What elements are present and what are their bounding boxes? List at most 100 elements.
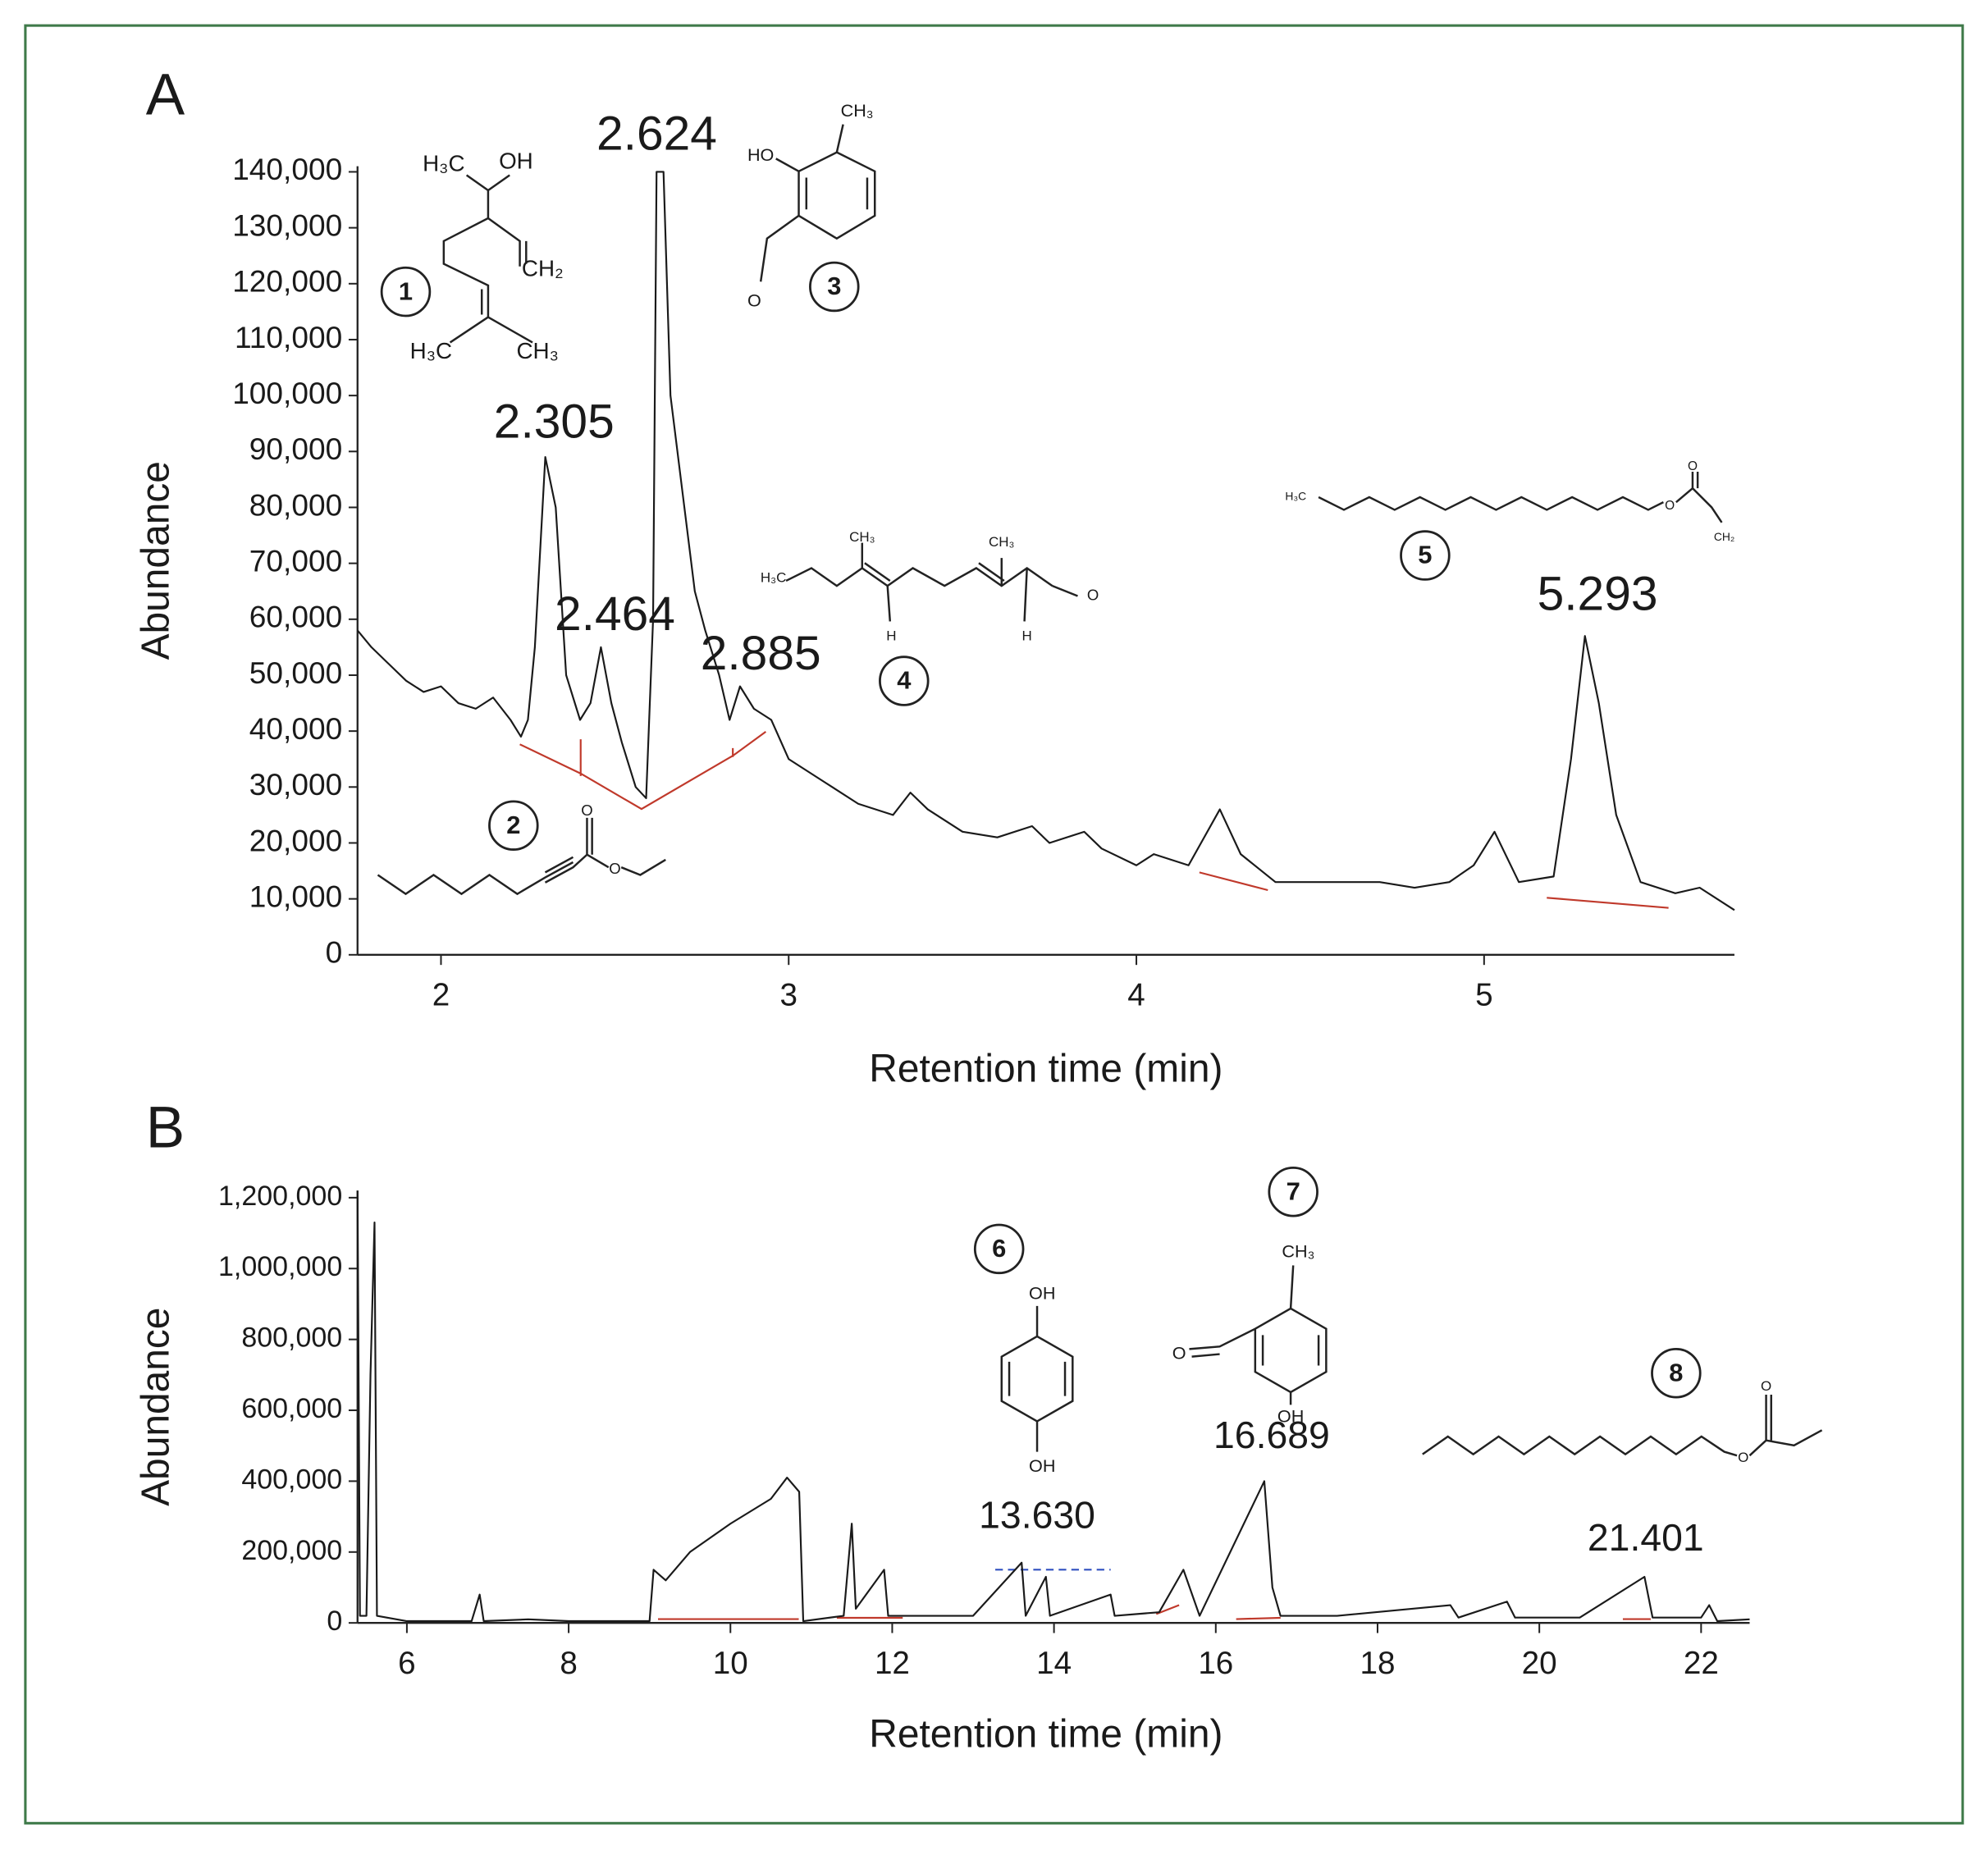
atom-label: OH: [1277, 1406, 1304, 1427]
panel-label: A: [146, 62, 185, 127]
peak-label: 5.293: [1538, 567, 1658, 620]
atom-label: H: [886, 628, 896, 643]
y-tick-label: 130,000: [232, 208, 342, 242]
y-tick-label: 400,000: [241, 1464, 342, 1495]
x-tick-label: 2: [432, 978, 450, 1013]
x-tick-label: 14: [1036, 1646, 1072, 1681]
x-tick-label: 6: [398, 1646, 415, 1681]
compound-number: 7: [1286, 1176, 1300, 1205]
atom-label: CH₂: [522, 256, 564, 281]
y-axis-title: Abundance: [135, 1308, 178, 1506]
atom-label: O: [1761, 1378, 1771, 1394]
y-tick-label: 1,000,000: [218, 1251, 342, 1282]
atom-label: O: [581, 802, 592, 819]
y-tick-label: 600,000: [241, 1393, 342, 1424]
chromatogram-trace: [356, 171, 1735, 911]
atom-label: H: [1022, 628, 1032, 643]
atom-label: CH₂: [1714, 530, 1734, 543]
compound-number: 6: [992, 1234, 1006, 1263]
y-tick-label: 70,000: [249, 543, 342, 578]
x-axis-title: Retention time (min): [869, 1713, 1223, 1756]
y-tick-label: 140,000: [232, 152, 342, 186]
x-tick-label: 12: [875, 1646, 910, 1681]
peak-label: 13.630: [979, 1493, 1095, 1536]
x-tick-label: 5: [1475, 978, 1492, 1013]
y-tick-label: 200,000: [241, 1535, 342, 1566]
y-tick-label: 30,000: [249, 767, 342, 802]
atom-label: H₃C: [761, 569, 786, 585]
y-tick-label: 90,000: [249, 432, 342, 466]
y-tick-label: 0: [326, 935, 343, 970]
y-tick-label: 20,000: [249, 823, 342, 857]
y-tick-label: 10,000: [249, 879, 342, 913]
x-tick-label: 16: [1198, 1646, 1233, 1681]
structure-drawings: [377, 124, 1823, 1457]
atom-label: O: [1665, 499, 1675, 513]
y-tick-label: 110,000: [235, 320, 342, 354]
y-tick-label: 120,000: [232, 264, 342, 299]
atom-label: H₃C: [1285, 490, 1306, 503]
atom-label: CH₃: [841, 100, 874, 121]
atom-label: O: [1738, 1450, 1748, 1465]
panel-label: B: [146, 1096, 185, 1161]
atom-label: CH₃: [849, 529, 875, 545]
compound-circle: [1651, 1348, 1702, 1399]
x-tick-label: 10: [713, 1646, 748, 1681]
y-tick-label: 0: [327, 1606, 342, 1637]
atom-label: CH₃: [989, 534, 1014, 550]
peak-label: 2.885: [701, 627, 821, 680]
x-tick-label: 4: [1127, 978, 1145, 1013]
peak-label: 2.624: [596, 107, 717, 161]
y-tick-label: 100,000: [232, 376, 342, 410]
compound-number: 4: [897, 666, 912, 695]
atom-label: OH: [1029, 1283, 1055, 1304]
y-tick-label: 60,000: [249, 600, 342, 634]
chart-panel: 0 200,000 400,000 600,000 800,000 1,000,000 1,…: [135, 1167, 1771, 1756]
atom-label: O: [1172, 1342, 1186, 1363]
atom-label: OH: [1029, 1455, 1055, 1476]
x-tick-label: 18: [1360, 1646, 1395, 1681]
frame: [24, 24, 1964, 1825]
atom-label: H₃C: [410, 338, 452, 363]
atom-label: O: [1688, 459, 1698, 473]
compound-circle: [1400, 530, 1451, 581]
y-tick-label: 40,000: [249, 711, 342, 746]
compound-number: 5: [1418, 541, 1432, 569]
x-tick-label: 22: [1684, 1646, 1719, 1681]
compound-number: 1: [399, 276, 413, 305]
y-tick-label: 80,000: [249, 487, 342, 522]
y-tick-label: 800,000: [241, 1322, 342, 1354]
compound-circle: [488, 800, 539, 851]
atom-label: O: [747, 290, 761, 311]
x-tick-label: 3: [780, 978, 797, 1013]
compound-circle: [1268, 1167, 1318, 1217]
atom-label: H₃C: [423, 150, 464, 176]
compound-number: 8: [1669, 1358, 1683, 1386]
peak-label: 2.464: [555, 587, 675, 641]
atom-label: O: [1087, 586, 1099, 603]
chart-panel: 0 10,000 20,000 30,000 40,000 50,000 60,000 70,…: [135, 100, 1735, 1090]
peak-label: 21.401: [1588, 1516, 1704, 1559]
compound-number: 2: [506, 811, 520, 839]
atom-label: CH₃: [516, 338, 558, 363]
x-tick-label: 8: [560, 1646, 577, 1681]
atom-label: CH₃: [1282, 1241, 1314, 1262]
x-axis-title: Retention time (min): [869, 1047, 1223, 1090]
compound-circle: [809, 261, 860, 313]
atom-label: HO: [747, 144, 774, 165]
peak-label: 16.689: [1213, 1414, 1330, 1456]
peak-label: 2.305: [494, 395, 615, 448]
compound-circle: [973, 1223, 1025, 1275]
atom-label: OH: [499, 148, 533, 173]
y-tick-label: 1,200,000: [218, 1181, 342, 1212]
chromatogram-trace: [356, 1190, 1750, 1623]
atom-label: O: [609, 860, 620, 877]
x-tick-label: 20: [1522, 1646, 1557, 1681]
compound-circle: [879, 655, 930, 706]
compound-circle: [380, 266, 432, 317]
y-tick-label: 50,000: [249, 655, 342, 690]
y-axis-title: Abundance: [135, 461, 178, 660]
integration-baselines: [519, 730, 1669, 1620]
